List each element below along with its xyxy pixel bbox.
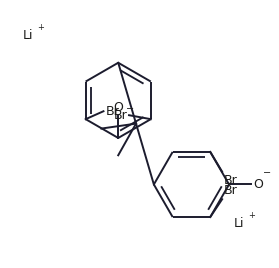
Text: Li: Li xyxy=(234,217,244,230)
Text: +: + xyxy=(37,23,44,32)
Text: +: + xyxy=(248,211,255,220)
Text: −: − xyxy=(263,168,271,177)
Text: Li: Li xyxy=(23,29,34,42)
Text: O: O xyxy=(113,101,123,114)
Text: −: − xyxy=(126,104,134,114)
Text: Br: Br xyxy=(105,105,119,118)
Text: O: O xyxy=(253,178,263,191)
Text: Br: Br xyxy=(224,174,238,187)
Text: Br: Br xyxy=(224,184,238,197)
Text: Br: Br xyxy=(113,109,127,122)
